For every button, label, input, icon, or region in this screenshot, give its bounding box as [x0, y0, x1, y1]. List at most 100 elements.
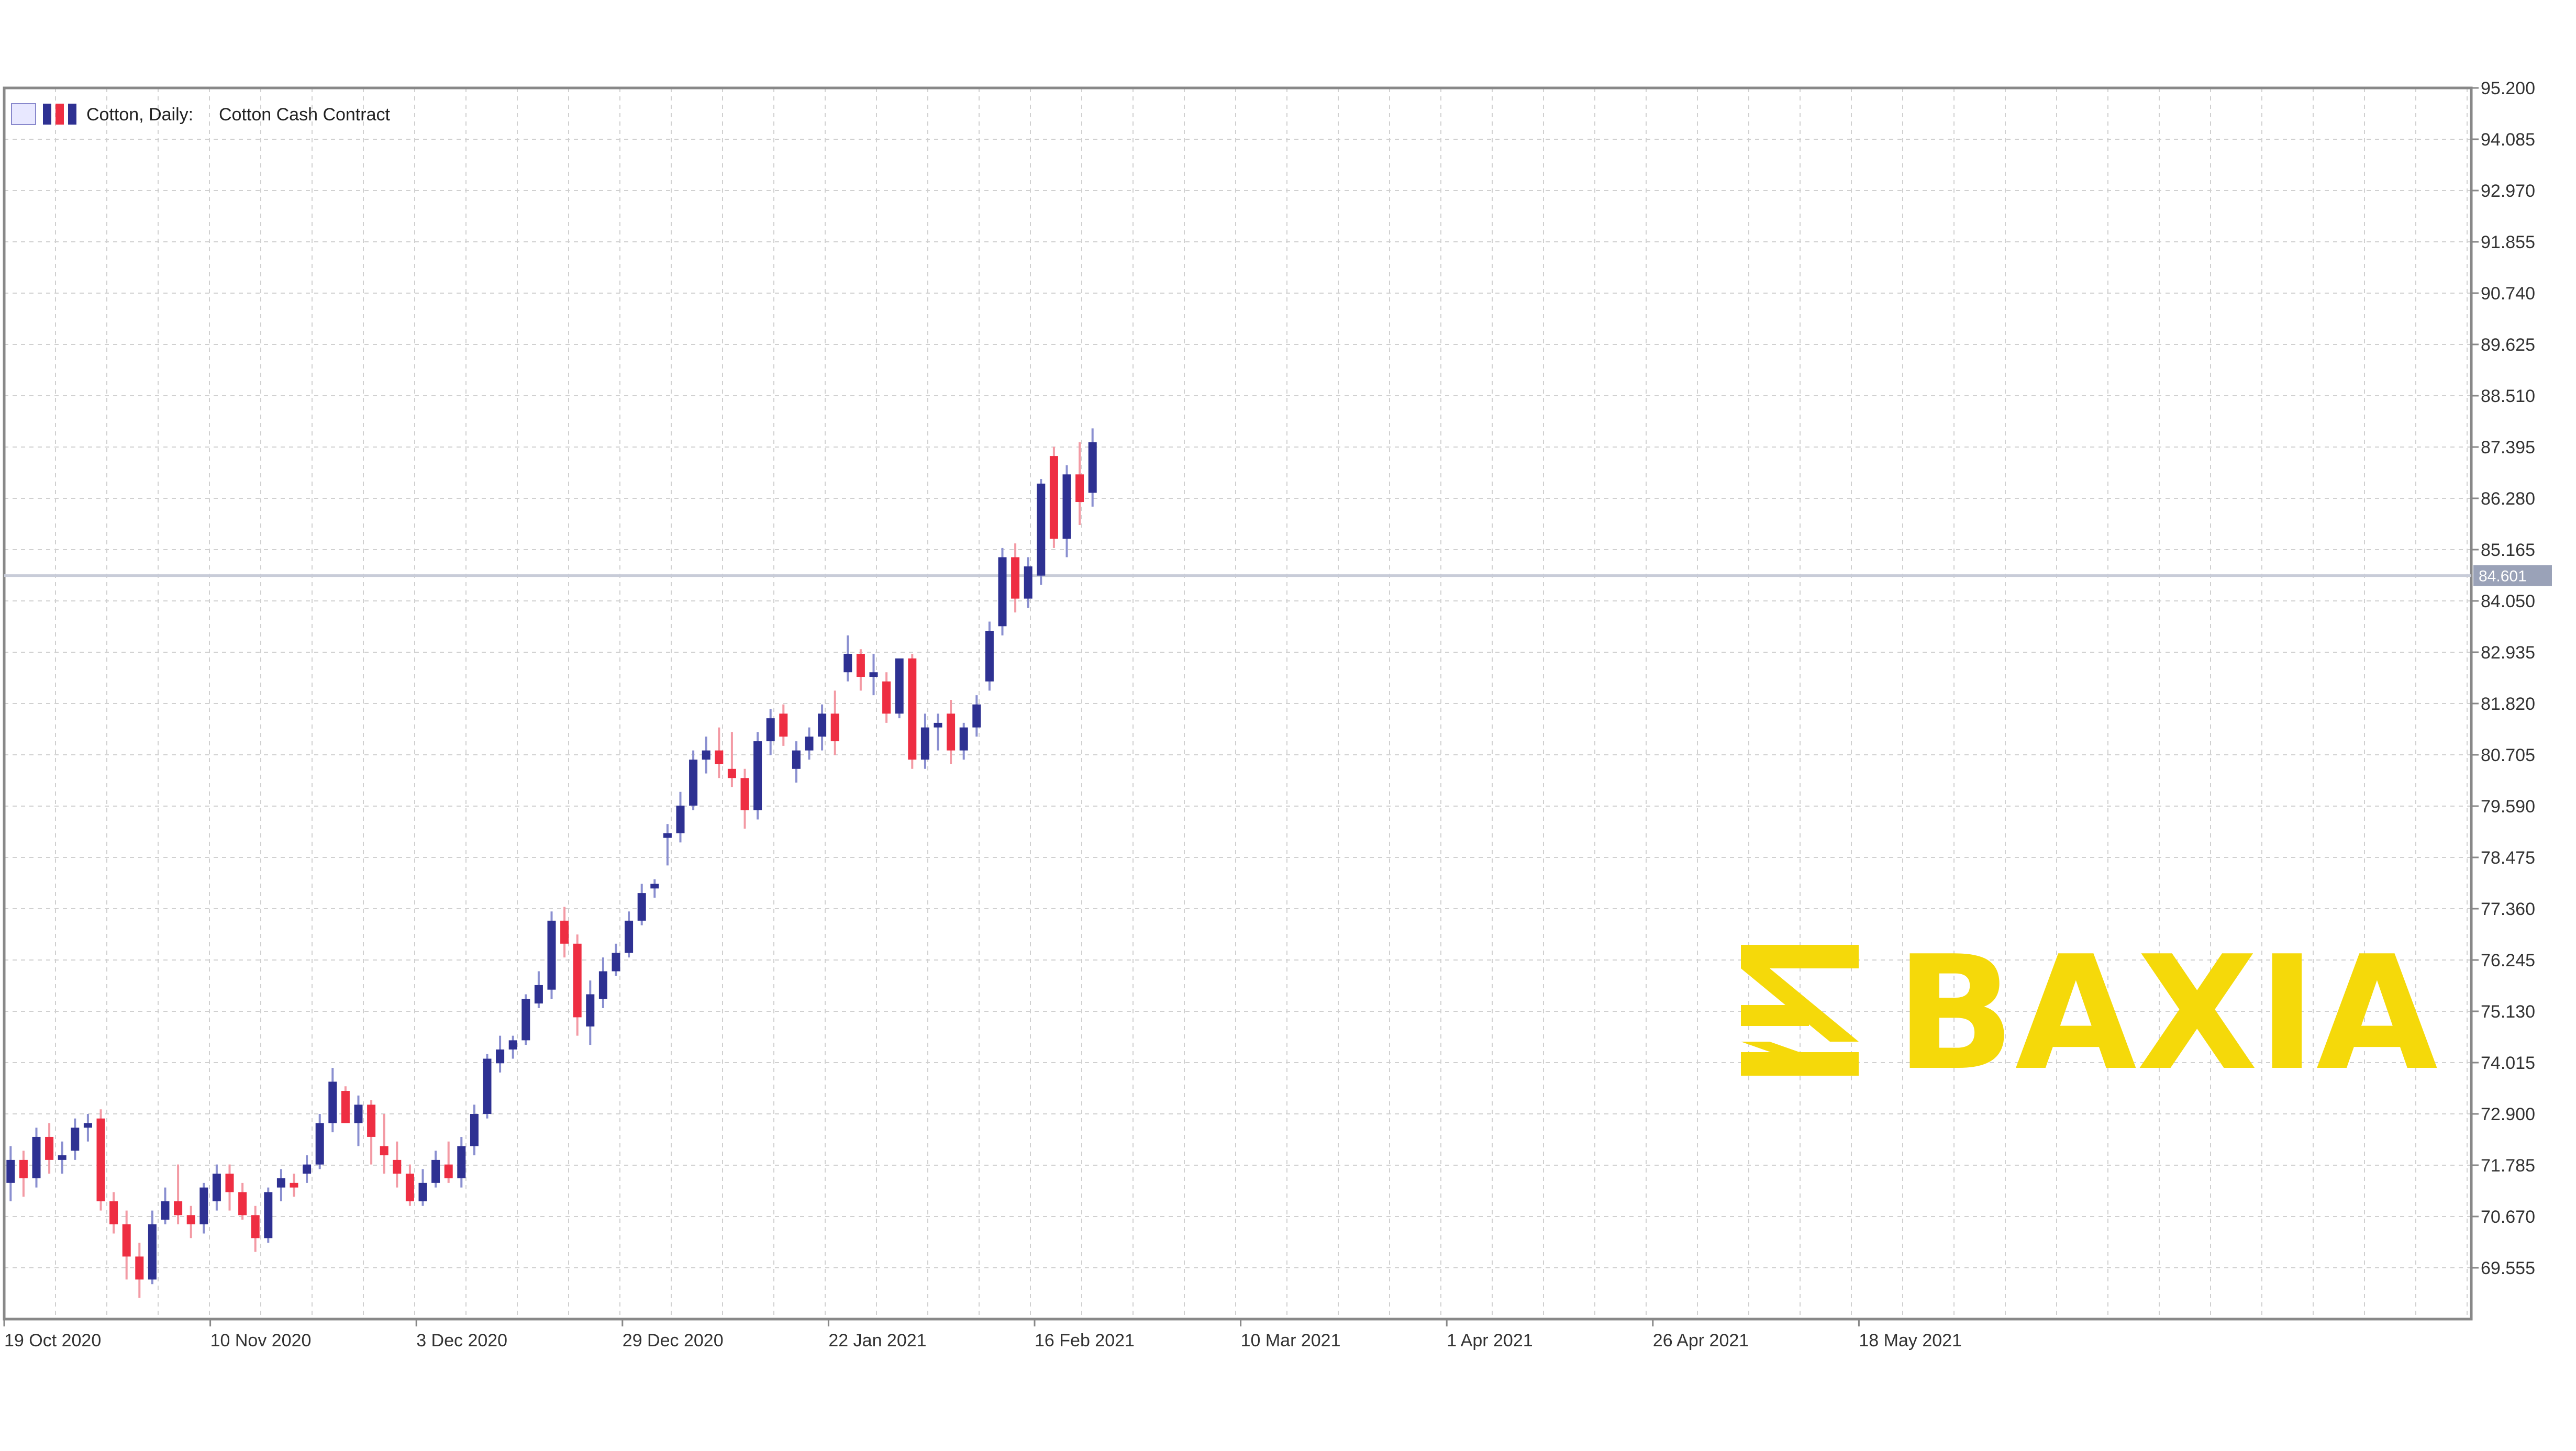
candle	[625, 911, 634, 958]
candle-body	[663, 833, 672, 838]
y-tick-label: 92.970	[2481, 181, 2535, 201]
candle	[444, 1141, 453, 1183]
candle-body	[843, 654, 852, 673]
candle-body	[637, 893, 646, 921]
candle-body	[1049, 456, 1058, 539]
candle	[1062, 465, 1071, 557]
candle	[650, 879, 659, 898]
candle	[882, 672, 891, 723]
candle-body	[959, 727, 968, 751]
candle	[405, 1164, 414, 1206]
candle-body	[457, 1146, 466, 1179]
candle	[547, 911, 556, 999]
candle-body	[96, 1118, 105, 1201]
candle	[598, 957, 607, 1008]
y-tick-label: 84.050	[2481, 591, 2535, 611]
candle-icon	[68, 104, 76, 125]
candle-body	[1075, 474, 1084, 503]
candle	[766, 709, 775, 755]
x-tick-label: 10 Nov 2020	[210, 1331, 312, 1350]
candle	[689, 750, 698, 810]
candle	[895, 658, 904, 719]
candles	[6, 428, 1097, 1298]
candle	[843, 635, 852, 682]
x-tick-label: 29 Dec 2020	[623, 1331, 724, 1350]
candle	[303, 1155, 312, 1183]
candle	[805, 727, 814, 760]
y-tick-label: 89.625	[2481, 335, 2535, 355]
y-tick-label: 80.705	[2481, 745, 2535, 765]
candle	[496, 1035, 505, 1073]
candle	[276, 1169, 285, 1201]
candle-icon	[55, 104, 64, 125]
candle	[727, 732, 736, 787]
candle	[715, 727, 724, 778]
candle	[753, 732, 762, 820]
candle	[818, 704, 827, 751]
candle	[45, 1123, 54, 1174]
candle-body	[727, 768, 736, 778]
candle-body	[32, 1136, 41, 1179]
y-tick-label: 95.200	[2481, 79, 2535, 98]
candle	[32, 1128, 41, 1188]
candle-body	[496, 1049, 505, 1064]
candle	[934, 713, 942, 751]
candle	[521, 994, 530, 1045]
candle	[393, 1141, 402, 1188]
candle-body	[212, 1174, 221, 1201]
baxia-logo: BAXIA	[1741, 922, 2439, 1105]
candle-body	[598, 971, 607, 999]
candle	[612, 943, 620, 976]
candle	[869, 654, 878, 696]
candle	[238, 1182, 247, 1220]
candle	[109, 1192, 118, 1234]
x-axis: 19 Oct 2020 10 Nov 2020 3 Dec 2020 29 Dec 2…	[3, 1319, 1962, 1350]
candle	[315, 1114, 324, 1169]
grid-lines	[4, 87, 2471, 1319]
y-tick-label: 72.900	[2481, 1104, 2535, 1124]
candle-icon	[43, 104, 51, 125]
candle	[534, 971, 543, 1008]
candle-body	[290, 1182, 298, 1188]
y-tick-label: 94.085	[2481, 130, 2535, 150]
candle	[483, 1054, 492, 1119]
y-axis: 95.200 94.085 92.970 91.855 90.740 89.625 88.5…	[2471, 79, 2535, 1278]
candle-body	[947, 713, 956, 751]
y-tick-label: 87.395	[2481, 438, 2535, 457]
candle-body	[122, 1224, 131, 1257]
candle-body	[328, 1081, 337, 1123]
candle	[985, 621, 994, 691]
candle	[457, 1136, 466, 1188]
x-tick-label: 26 Apr 2021	[1653, 1331, 1749, 1350]
candle-body	[508, 1040, 517, 1050]
candle	[1075, 442, 1084, 525]
candle	[702, 736, 710, 774]
candle-body	[199, 1187, 208, 1224]
x-tick-label: 1 Apr 2021	[1447, 1331, 1533, 1350]
y-tick-label: 85.165	[2481, 540, 2535, 560]
candle-body	[805, 736, 814, 751]
candle-body	[58, 1155, 66, 1160]
candle-body	[818, 713, 827, 737]
candle-body	[303, 1164, 312, 1174]
candle-body	[405, 1174, 414, 1201]
candle	[676, 791, 685, 843]
candle-body	[573, 943, 582, 1018]
baxia-logo-text: BAXIA	[1895, 922, 2439, 1105]
x-tick-label: 16 Feb 2021	[1035, 1331, 1135, 1350]
candle	[264, 1187, 273, 1243]
candle-body	[83, 1123, 92, 1128]
candle-body	[560, 920, 569, 944]
candle-body	[689, 760, 698, 806]
candle-body	[45, 1136, 54, 1160]
x-tick-label: 18 May 2021	[1859, 1331, 1962, 1350]
candle	[354, 1095, 363, 1146]
candle	[947, 699, 956, 765]
y-tick-label: 91.855	[2481, 232, 2535, 252]
candle-body	[702, 750, 710, 760]
current-price-line: 84.601	[4, 565, 2552, 586]
y-tick-label: 90.740	[2481, 284, 2535, 304]
candle	[251, 1206, 260, 1252]
candle	[1037, 479, 1046, 585]
